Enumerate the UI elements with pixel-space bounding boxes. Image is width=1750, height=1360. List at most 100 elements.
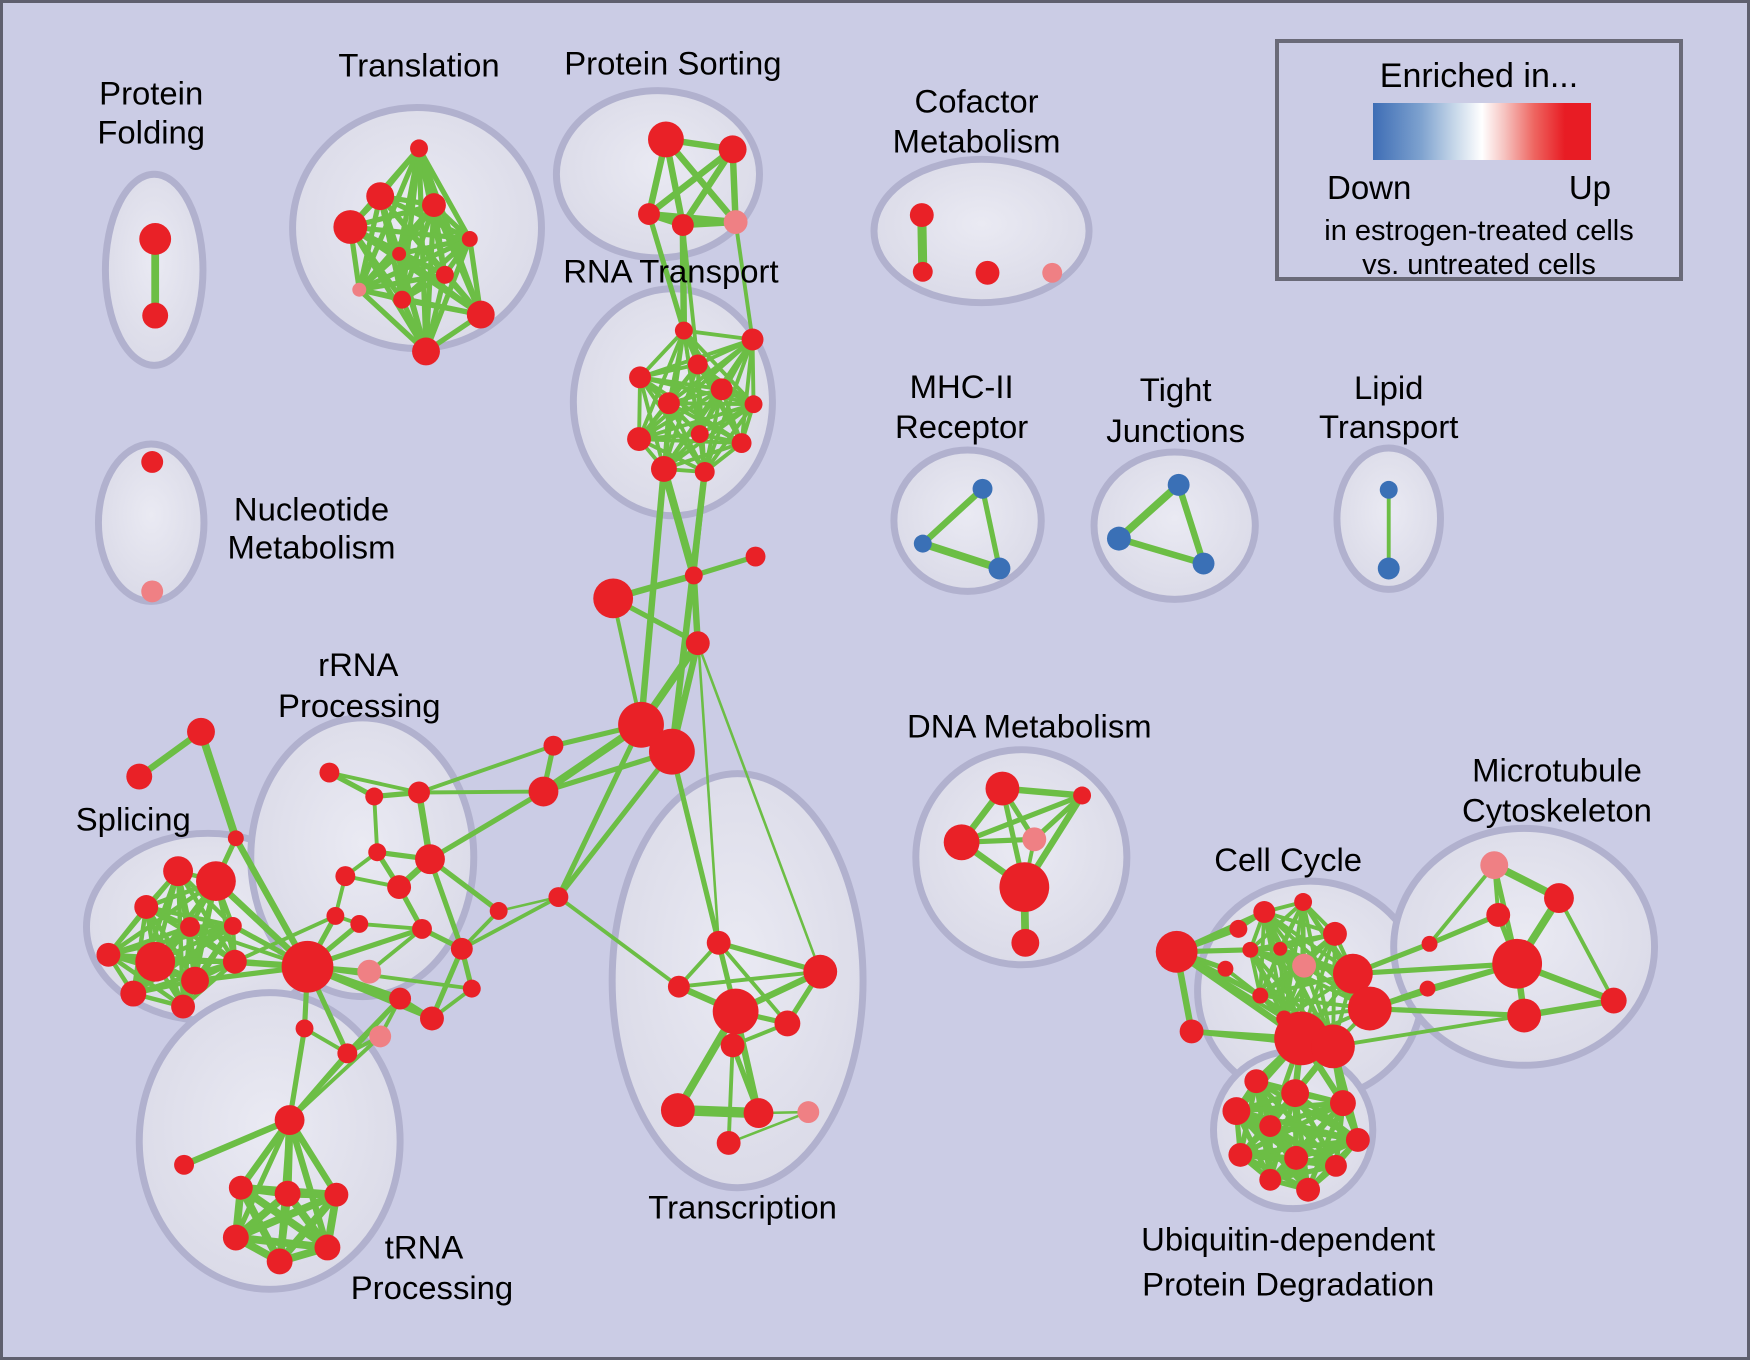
cluster-label-mhc-ii-receptor: MHC-II bbox=[910, 368, 1014, 405]
graph-node-rr4 bbox=[368, 843, 387, 862]
cluster-label-rna-transport: RNA Transport bbox=[563, 253, 778, 290]
graph-node-st3 bbox=[227, 830, 244, 847]
graph-node-rr19 bbox=[462, 979, 481, 998]
cluster-label-lipid-transport: Lipid bbox=[1354, 369, 1423, 406]
cluster-ellipses-layer bbox=[83, 87, 1659, 1293]
graph-edge bbox=[1175, 481, 1207, 567]
graph-node-tr11 bbox=[412, 337, 440, 366]
graph-node-tr1 bbox=[410, 139, 428, 158]
cluster-label-rrna-processing: Processing bbox=[278, 687, 440, 724]
graph-node-rr2 bbox=[365, 787, 384, 806]
graph-node-cm4 bbox=[1042, 262, 1063, 283]
graph-node-tx2 bbox=[667, 975, 690, 998]
graph-edge bbox=[286, 1116, 331, 1251]
graph-node-c6 bbox=[528, 776, 559, 807]
graph-node-sp4 bbox=[180, 916, 200, 937]
cluster-label-tight-junctions: Tight bbox=[1140, 371, 1212, 408]
graph-node-tx8 bbox=[743, 1098, 774, 1129]
graph-node-rr10 bbox=[357, 959, 382, 984]
graph-edge bbox=[231, 1190, 341, 1242]
cluster-label-cell-cycle: Cell Cycle bbox=[1214, 841, 1362, 878]
graph-edge bbox=[180, 1116, 293, 1169]
graph-node-tj1 bbox=[1167, 473, 1190, 496]
graph-node-sp6 bbox=[96, 942, 121, 967]
graph-node-ps2 bbox=[718, 135, 747, 164]
cluster-ellipse-tight-junctions bbox=[1090, 448, 1259, 603]
graph-node-cn1 bbox=[1421, 935, 1438, 952]
graph-node-mt5 bbox=[1507, 998, 1542, 1033]
legend-up-label: Up bbox=[1568, 169, 1611, 206]
graph-edge bbox=[429, 946, 465, 1022]
graph-node-cc12 bbox=[1347, 986, 1392, 1031]
graph-node-tx10 bbox=[716, 1131, 741, 1155]
graph-node-cc11 bbox=[1332, 953, 1373, 994]
graph-edge bbox=[459, 895, 561, 951]
graph-node-rt2 bbox=[741, 328, 764, 351]
graph-edge bbox=[106, 952, 186, 1009]
graph-node-dm2 bbox=[1073, 786, 1092, 805]
graph-node-rr12 bbox=[412, 918, 432, 939]
graph-edge bbox=[638, 375, 756, 407]
graph-node-rr16 bbox=[420, 1006, 444, 1031]
graph-edge bbox=[1258, 946, 1283, 998]
cluster-label-microtubule-cytoskeleton: Microtubule bbox=[1472, 752, 1642, 789]
graph-node-rt1 bbox=[674, 321, 693, 340]
graph-node-rr7 bbox=[387, 875, 412, 900]
graph-node-ub8 bbox=[1284, 1145, 1309, 1170]
graph-edge bbox=[180, 924, 193, 1009]
graph-edge bbox=[275, 1190, 341, 1266]
cluster-label-protein-folding: Protein bbox=[99, 75, 203, 112]
graph-node-cc5 bbox=[1242, 941, 1259, 958]
graph-edge bbox=[696, 641, 822, 974]
graph-edge bbox=[662, 136, 739, 226]
graph-node-cc6 bbox=[1273, 941, 1288, 956]
graph-node-tn4 bbox=[222, 1224, 249, 1251]
graph-node-tx6 bbox=[720, 1033, 745, 1058]
graph-node-cc7 bbox=[1292, 953, 1317, 978]
graph-node-rr9 bbox=[281, 940, 334, 993]
graph-node-tx5 bbox=[712, 988, 759, 1035]
graph-node-tx7 bbox=[660, 1093, 695, 1128]
graph-node-cc10 bbox=[1323, 921, 1347, 946]
cluster-label-protein-sorting: Protein Sorting bbox=[564, 45, 781, 82]
graph-edge bbox=[959, 792, 1085, 845]
legend-down-label: Down bbox=[1327, 169, 1412, 206]
graph-edge bbox=[427, 788, 547, 862]
graph-node-tn5 bbox=[266, 1248, 293, 1275]
graph-node-mt4 bbox=[1492, 938, 1543, 989]
graph-edge bbox=[197, 727, 240, 843]
graph-node-rt10 bbox=[627, 427, 651, 452]
legend-subtitle-2: vs. untreated cells bbox=[1362, 249, 1596, 281]
graph-node-cc14 bbox=[1311, 1024, 1355, 1069]
graph-edge bbox=[423, 236, 473, 355]
graph-edge bbox=[106, 923, 236, 958]
graph-edge bbox=[356, 287, 429, 355]
legend-gradient-bar bbox=[1373, 103, 1591, 160]
graph-node-tr6 bbox=[392, 246, 407, 261]
graph-edge bbox=[357, 921, 424, 931]
graph-node-pf2 bbox=[142, 302, 169, 329]
graph-node-rr3 bbox=[408, 781, 430, 804]
graph-edge bbox=[233, 1117, 293, 1241]
graph-edge bbox=[396, 236, 473, 257]
graph-edge bbox=[739, 337, 755, 445]
graph-node-rr1 bbox=[319, 762, 340, 783]
graph-edge bbox=[669, 749, 722, 946]
graph-node-c7 bbox=[548, 887, 569, 907]
graph-node-sp2 bbox=[196, 861, 236, 902]
cluster-label-nucleotide-metabolism: Nucleotide bbox=[234, 491, 389, 528]
cluster-label-mhc-ii-receptor: Receptor bbox=[895, 408, 1028, 445]
graph-edge bbox=[1278, 946, 1287, 1021]
graph-node-rt12 bbox=[694, 461, 715, 482]
graph-edge bbox=[1367, 1005, 1527, 1019]
graph-node-cc3 bbox=[1253, 901, 1276, 923]
graph-edge bbox=[556, 895, 681, 989]
graph-edge bbox=[733, 220, 755, 342]
graph-node-mh1 bbox=[972, 478, 993, 499]
graph-edge bbox=[143, 904, 236, 929]
graph-edge bbox=[427, 856, 465, 952]
graph-node-ub3 bbox=[1329, 1090, 1356, 1117]
graph-edge bbox=[1115, 480, 1183, 543]
graph-edge bbox=[727, 1110, 810, 1145]
graph-edge bbox=[372, 794, 380, 855]
